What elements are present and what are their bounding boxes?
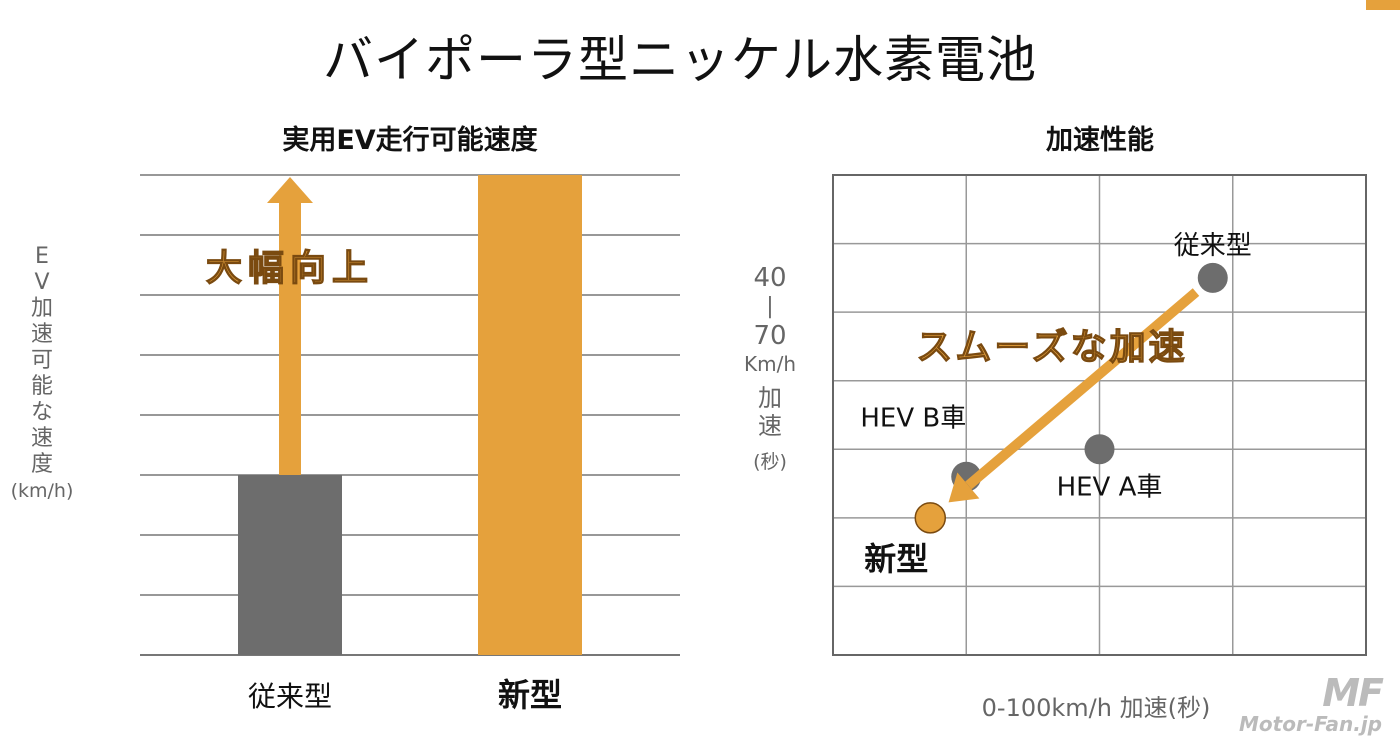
scatter-y-label-char: 加: [758, 384, 782, 412]
scatter-chart-title: 加速性能: [1046, 125, 1154, 156]
bar-y-label-char: V: [34, 270, 50, 295]
scatter-point-label: HEV A車: [1057, 472, 1163, 502]
bar-chart: 従来型 新型 大幅向上: [140, 174, 680, 714]
bar-y-label-char: 可: [30, 348, 53, 373]
scatter-point: [1084, 434, 1115, 465]
scatter-point: [1197, 262, 1228, 293]
scatter-y-label-bottom: 70: [753, 321, 787, 351]
scatter-chart-y-axis-label: 40 | 70 Km/h 加 速 (秒): [734, 262, 806, 478]
bar-chart-title: 実用EV走行可能速度: [282, 125, 538, 156]
brand-logo: MF Motor-Fan.jp: [1239, 671, 1384, 736]
bar-y-label-char: 加: [30, 296, 53, 321]
bar-category-label: 従来型: [248, 680, 332, 713]
bar-y-label-char: な: [30, 400, 53, 425]
bar-y-label-char: 度: [30, 452, 53, 477]
scatter-y-label-suffix: (秒): [753, 451, 787, 473]
scatter-point: [914, 502, 947, 534]
scatter-x-axis-label: 0-100km/h 加速(秒): [982, 694, 1211, 722]
page-title: バイポーラ型ニッケル水素電池: [323, 31, 1037, 89]
improvement-arrow-head: [267, 177, 313, 203]
acceleration-arrow-head: [948, 472, 980, 503]
bar-chart-y-axis-label: E V 加 速 可 能 な 速 度 (km/h): [10, 244, 74, 504]
improvement-arrow-shaft: [279, 201, 301, 475]
logo-mark: MF: [1322, 671, 1384, 715]
bar-y-label-char: 能: [30, 374, 53, 399]
corner-accent-tab: [1366, 0, 1400, 10]
scatter-point-label: 従来型: [1174, 231, 1252, 261]
bar-y-label-char: 速: [30, 426, 53, 451]
bar-annotation: 大幅向上: [206, 248, 374, 289]
bar-y-label-char: 速: [30, 322, 53, 347]
scatter-plot-frame: [832, 174, 1367, 656]
bar-category-label: 新型: [498, 676, 562, 714]
bar: [238, 475, 342, 655]
logo-text: Motor-Fan.jp: [1239, 712, 1382, 736]
bar-y-label-char: E: [35, 244, 49, 269]
acceleration-arrow-shaft: [965, 288, 1200, 490]
scatter-y-label-dash: |: [766, 294, 774, 319]
scatter-y-label-top: 40: [753, 263, 787, 293]
bar-y-unit: (km/h): [10, 480, 74, 502]
bar: [478, 175, 582, 655]
scatter-annotation: スムーズな加速: [916, 326, 1187, 368]
scatter-y-label-char: 速: [758, 412, 782, 440]
scatter-point-label: 新型: [864, 540, 928, 578]
scatter-point-label: HEV B車: [860, 404, 966, 434]
scatter-y-label-unit: Km/h: [743, 352, 796, 376]
